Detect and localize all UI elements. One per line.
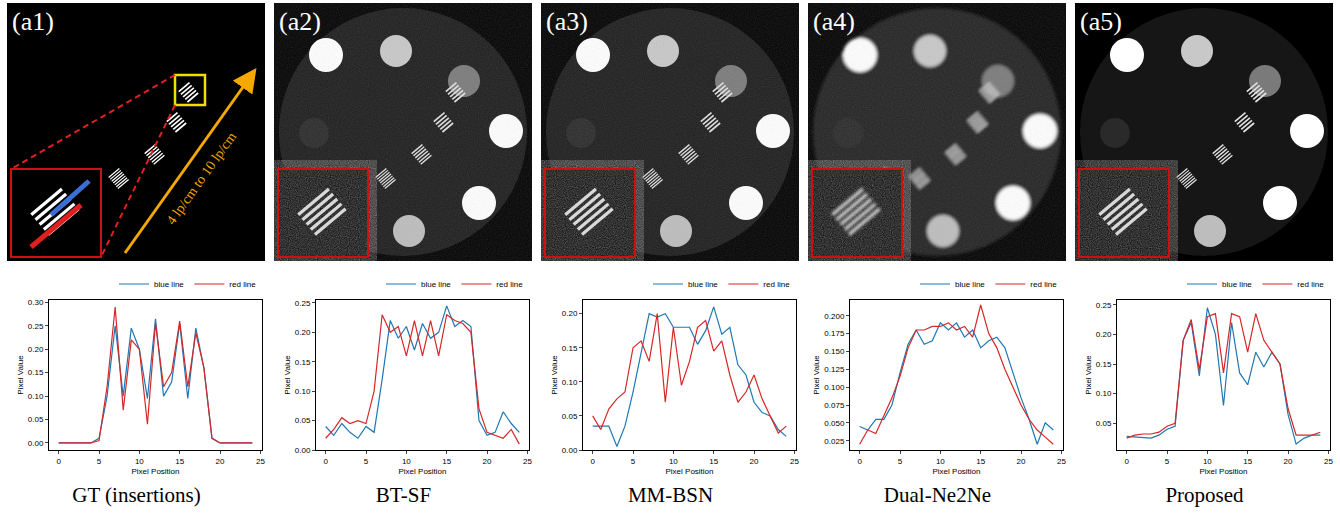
svg-text:0.125: 0.125	[824, 365, 845, 374]
svg-text:0.20: 0.20	[562, 309, 578, 318]
svg-text:0.20: 0.20	[1096, 330, 1112, 339]
svg-text:0.25: 0.25	[295, 299, 311, 308]
html-text:Dual-Ne2Ne: Dual-Ne2Ne	[883, 483, 992, 507]
svg-text:0.20: 0.20	[295, 328, 311, 337]
svg-text:red line: red line	[496, 280, 523, 289]
svg-text:red line: red line	[763, 280, 790, 289]
svg-text:20: 20	[483, 457, 492, 466]
svg-text:0.25: 0.25	[28, 322, 44, 331]
svg-text:red line: red line	[229, 280, 256, 289]
svg-text:Pixel Value: Pixel Value	[812, 355, 821, 395]
svg-text:10: 10	[669, 457, 678, 466]
svg-text:0.025: 0.025	[824, 437, 845, 446]
svg-text:10: 10	[402, 457, 411, 466]
svg-text:0.20: 0.20	[28, 345, 44, 354]
svg-text:5: 5	[898, 457, 903, 466]
svg-text:0.00: 0.00	[295, 446, 311, 455]
svg-text:15: 15	[976, 457, 985, 466]
svg-text:10: 10	[135, 457, 144, 466]
svg-text:20: 20	[1017, 457, 1026, 466]
svg-text:15: 15	[1243, 457, 1252, 466]
svg-text:Pixel Value: Pixel Value	[16, 355, 25, 395]
svg-text:10: 10	[1203, 457, 1212, 466]
html-text:GT (insertions): GT (insertions)	[72, 483, 201, 507]
svg-text:25: 25	[1324, 457, 1333, 466]
svg-text:0.15: 0.15	[562, 344, 578, 353]
svg-text:0.150: 0.150	[824, 347, 845, 356]
svg-text:0.10: 0.10	[1096, 389, 1112, 398]
svg-text:20: 20	[750, 457, 759, 466]
svg-text:Pixel Position: Pixel Position	[665, 467, 713, 476]
svg-text:Pixel Position: Pixel Position	[131, 467, 179, 476]
svg-text:Pixel Position: Pixel Position	[932, 467, 980, 476]
svg-text:0: 0	[857, 457, 862, 466]
svg-text:(a1): (a1)	[12, 7, 54, 36]
svg-text:(a2): (a2)	[279, 7, 321, 36]
svg-text:0.175: 0.175	[824, 329, 845, 338]
svg-text:0.075: 0.075	[824, 401, 845, 410]
html-text:Proposed: Proposed	[1165, 483, 1244, 507]
svg-text:25: 25	[1057, 457, 1066, 466]
svg-text:25: 25	[256, 457, 265, 466]
svg-text:0.15: 0.15	[295, 358, 311, 367]
svg-text:Pixel Value: Pixel Value	[550, 355, 559, 395]
svg-text:(a5): (a5)	[1080, 7, 1122, 36]
svg-text:0.050: 0.050	[824, 419, 845, 428]
svg-text:25: 25	[790, 457, 799, 466]
svg-text:blue line: blue line	[955, 280, 985, 289]
svg-text:0.100: 0.100	[824, 383, 845, 392]
svg-text:0.10: 0.10	[562, 378, 578, 387]
svg-text:0.15: 0.15	[1096, 360, 1112, 369]
svg-text:0.25: 0.25	[1096, 301, 1112, 310]
svg-text:10: 10	[936, 457, 945, 466]
svg-text:5: 5	[1165, 457, 1170, 466]
svg-text:Pixel Value: Pixel Value	[1084, 355, 1093, 395]
svg-text:0.15: 0.15	[28, 368, 44, 377]
svg-text:blue line: blue line	[688, 280, 718, 289]
svg-text:0.10: 0.10	[295, 387, 311, 396]
svg-text:25: 25	[523, 457, 532, 466]
html-text:BT-SF: BT-SF	[375, 483, 432, 507]
svg-text:0: 0	[1124, 457, 1129, 466]
svg-text:4 lp/cm to 10 lp/cm: 4 lp/cm to 10 lp/cm	[163, 129, 239, 227]
svg-text:blue line: blue line	[421, 280, 451, 289]
svg-text:0.10: 0.10	[28, 392, 44, 401]
svg-text:5: 5	[97, 457, 102, 466]
svg-text:15: 15	[175, 457, 184, 466]
svg-text:blue line: blue line	[154, 280, 184, 289]
html-text:MM-BSN: MM-BSN	[627, 483, 714, 507]
svg-text:0.05: 0.05	[295, 416, 311, 425]
svg-text:Pixel Position: Pixel Position	[1199, 467, 1247, 476]
svg-text:20: 20	[1284, 457, 1293, 466]
svg-text:0.00: 0.00	[562, 446, 578, 455]
svg-text:red line: red line	[1297, 280, 1324, 289]
svg-text:0: 0	[323, 457, 328, 466]
svg-text:0.200: 0.200	[824, 312, 845, 321]
svg-text:0.30: 0.30	[28, 298, 44, 307]
svg-text:Pixel Position: Pixel Position	[398, 467, 446, 476]
svg-text:0.05: 0.05	[1096, 419, 1112, 428]
svg-text:5: 5	[631, 457, 636, 466]
svg-text:20: 20	[216, 457, 225, 466]
svg-text:red line: red line	[1030, 280, 1057, 289]
svg-text:0: 0	[56, 457, 61, 466]
svg-text:5: 5	[364, 457, 369, 466]
svg-text:(a4): (a4)	[813, 7, 855, 36]
svg-text:0.00: 0.00	[28, 439, 44, 448]
svg-text:0.05: 0.05	[562, 412, 578, 421]
svg-text:15: 15	[709, 457, 718, 466]
svg-text:15: 15	[442, 457, 451, 466]
svg-text:0.05: 0.05	[28, 415, 44, 424]
svg-text:Pixel Value: Pixel Value	[283, 355, 292, 395]
svg-text:0: 0	[590, 457, 595, 466]
svg-text:blue line: blue line	[1222, 280, 1252, 289]
svg-text:(a3): (a3)	[546, 7, 588, 36]
